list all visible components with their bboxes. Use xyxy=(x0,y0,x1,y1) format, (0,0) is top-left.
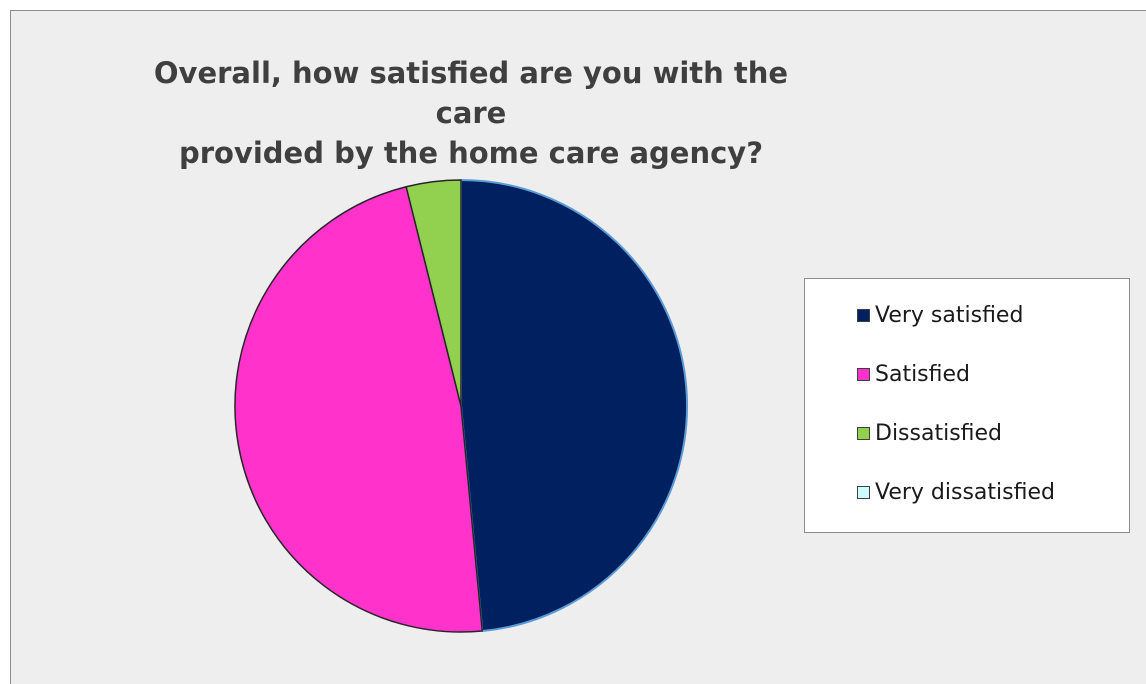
pie-slices xyxy=(234,179,688,633)
legend-label-satisfied: Satisfied xyxy=(875,362,971,387)
legend-swatch-very-dissatisfied xyxy=(857,486,870,499)
chart-legend: Very satisfied Satisfied Dissatisfied Ve… xyxy=(804,278,1130,533)
legend-swatch-very-satisfied xyxy=(857,309,870,322)
pie-slice-dissatisfied xyxy=(405,179,462,407)
chart-title: Overall, how satisfied are you with the … xyxy=(153,56,789,170)
pie-slice-satisfied xyxy=(234,186,484,633)
legend-item-very-satisfied: Very satisfied xyxy=(805,286,1129,345)
pie-slice-very-satisfied xyxy=(460,179,688,632)
legend-item-satisfied: Satisfied xyxy=(805,345,1129,404)
legend-label-very-dissatisfied: Very dissatisfied xyxy=(875,480,1055,505)
legend-item-dissatisfied: Dissatisfied xyxy=(805,404,1129,463)
legend-swatch-dissatisfied xyxy=(857,427,870,440)
legend-label-dissatisfied: Dissatisfied xyxy=(875,421,1003,446)
legend-swatch-satisfied xyxy=(857,368,870,381)
legend-item-very-dissatisfied: Very dissatisfied xyxy=(805,463,1129,522)
legend-label-very-satisfied: Very satisfied xyxy=(875,303,1024,328)
